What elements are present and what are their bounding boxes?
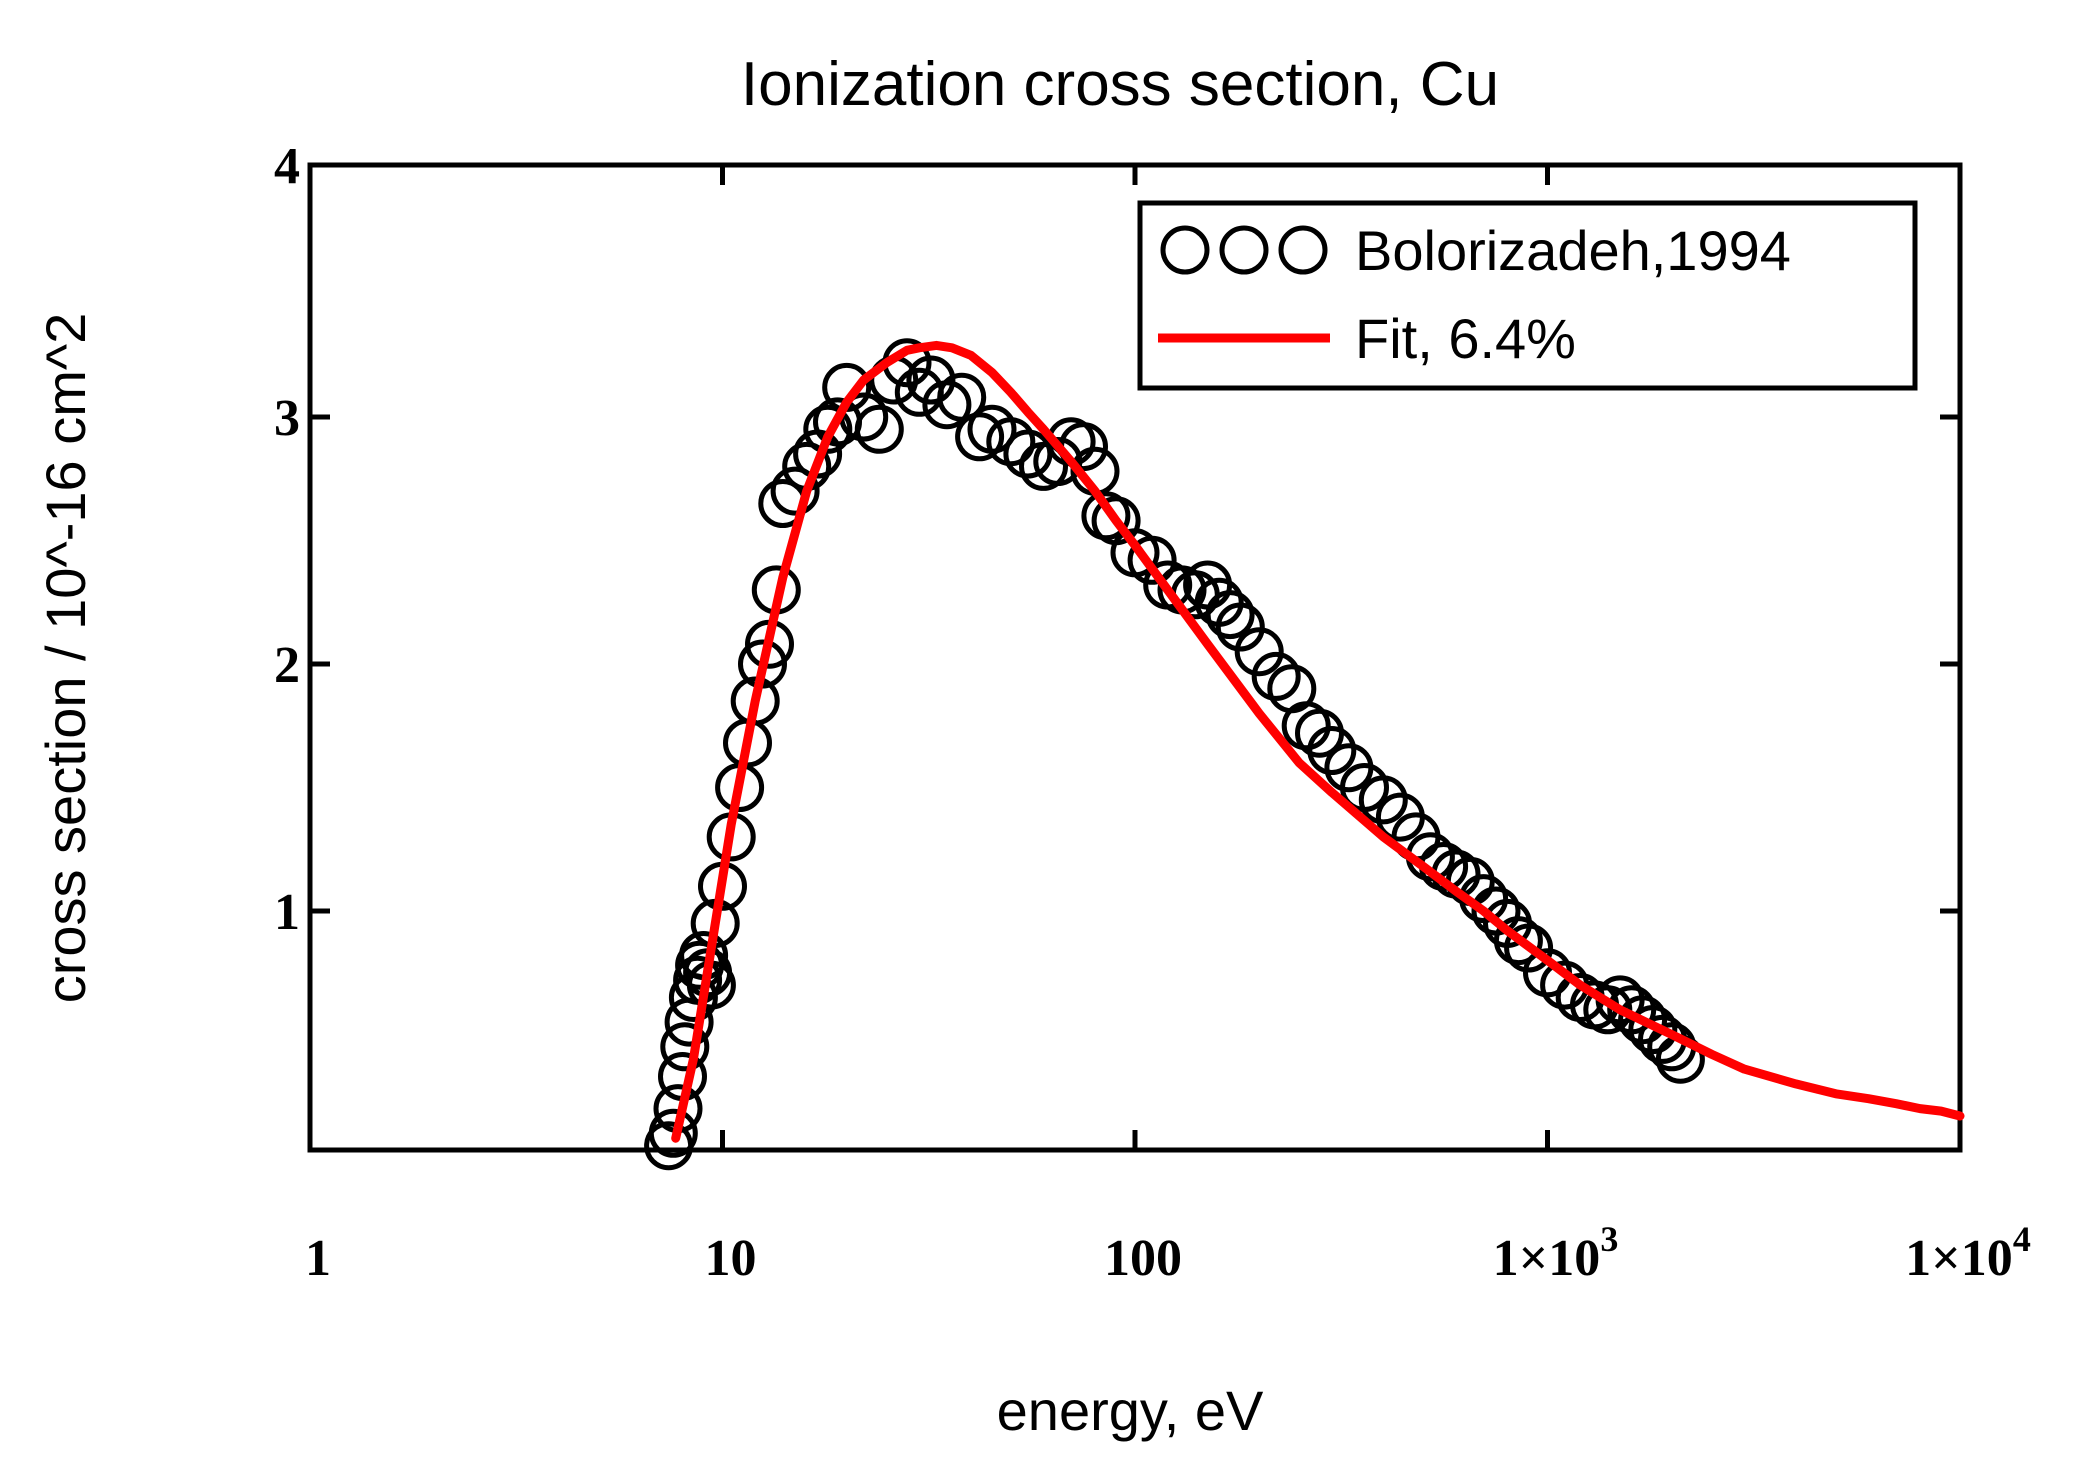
x-tick-label: 1: [305, 1230, 331, 1287]
y-tick-label: 1: [274, 884, 300, 941]
legend-marker-circle: [1219, 225, 1269, 275]
data-point: [1251, 651, 1301, 701]
x-tick-label: 10: [705, 1230, 757, 1287]
legend-label-bolorizadeh: Bolorizadeh,1994: [1355, 219, 1791, 282]
y-tick-label: 3: [274, 390, 300, 447]
data-point: [1628, 1005, 1678, 1055]
data-point: [1234, 627, 1284, 677]
data-point: [906, 355, 956, 405]
data-point: [1215, 602, 1265, 652]
chart-title: Ionization cross section, Cu: [741, 50, 1499, 119]
data-point: [1358, 775, 1408, 825]
y-tick-label: 2: [274, 637, 300, 694]
x-tick-label: 1×103: [1493, 1219, 1619, 1287]
data-point: [1493, 916, 1543, 966]
data-point: [660, 1022, 710, 1072]
data-point: [854, 404, 904, 454]
y-axis-label: cross section / 10^-16 cm^2: [34, 313, 97, 1004]
series-bolorizadeh-markers: [644, 338, 1705, 1171]
legend-marker-circle: [1278, 225, 1328, 275]
data-point: [648, 1108, 698, 1158]
data-point: [1205, 590, 1255, 640]
data-point: [770, 466, 820, 516]
data-point: [894, 367, 944, 417]
data-point: [803, 404, 853, 454]
series-fit-line: [671, 340, 1965, 1143]
x-tick-label: 100: [1104, 1230, 1182, 1287]
x-axis: 1 10 100 1×103 1×104: [305, 165, 2031, 1287]
x-tick-label: 1×104: [1905, 1219, 2031, 1287]
data-point: [1504, 923, 1554, 973]
legend: Bolorizadeh,1994 Fit, 6.4%: [1137, 200, 1918, 391]
data-point: [1307, 726, 1357, 775]
legend-marker-circle: [1160, 225, 1210, 275]
legend-box: [1137, 200, 1918, 391]
data-point: [955, 412, 1005, 462]
data-point: [937, 372, 987, 422]
data-point: [1127, 535, 1177, 585]
x-axis-label: energy, eV: [997, 1379, 1264, 1442]
data-point: [1003, 429, 1053, 479]
y-tick-label: 4: [274, 138, 300, 195]
y-axis: 1 2 3 4: [274, 138, 1960, 941]
legend-label-fit: Fit, 6.4%: [1355, 307, 1576, 370]
